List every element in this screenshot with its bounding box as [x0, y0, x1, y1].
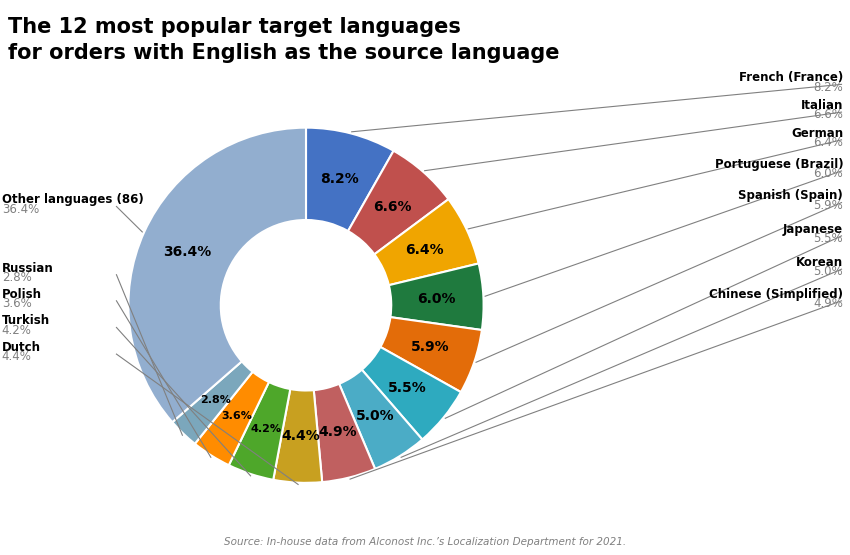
Text: Italian: Italian: [801, 99, 843, 112]
Wedge shape: [339, 370, 422, 469]
Text: 6.4%: 6.4%: [813, 136, 843, 149]
Wedge shape: [128, 128, 306, 422]
Text: 4.2%: 4.2%: [2, 324, 31, 337]
Text: 4.2%: 4.2%: [250, 425, 281, 435]
Wedge shape: [173, 361, 252, 444]
Text: The 12 most popular target languages
for orders with English as the source langu: The 12 most popular target languages for…: [8, 17, 560, 63]
Text: 5.9%: 5.9%: [411, 340, 449, 354]
Text: 8.2%: 8.2%: [320, 172, 359, 186]
Wedge shape: [273, 389, 322, 483]
Text: Portuguese (Brazil): Portuguese (Brazil): [715, 158, 843, 171]
Text: 5.9%: 5.9%: [813, 199, 843, 212]
Wedge shape: [306, 128, 394, 231]
Text: Other languages (86): Other languages (86): [2, 193, 144, 206]
Text: 5.5%: 5.5%: [388, 381, 427, 395]
Text: 4.4%: 4.4%: [2, 350, 31, 364]
Text: Japanese: Japanese: [783, 223, 843, 236]
Wedge shape: [195, 372, 269, 465]
Text: 6.4%: 6.4%: [405, 243, 444, 256]
Text: Spanish (Spain): Spanish (Spain): [739, 189, 843, 203]
Text: 6.6%: 6.6%: [813, 108, 843, 122]
Text: 5.0%: 5.0%: [813, 265, 843, 279]
Text: 4.9%: 4.9%: [813, 297, 843, 310]
Text: Chinese (Simplified): Chinese (Simplified): [709, 287, 843, 301]
Text: 36.4%: 36.4%: [2, 203, 39, 216]
Wedge shape: [348, 151, 449, 254]
Text: 4.9%: 4.9%: [319, 425, 357, 439]
Text: 6.0%: 6.0%: [417, 292, 456, 306]
Text: 2.8%: 2.8%: [201, 395, 231, 405]
Text: Russian: Russian: [2, 261, 54, 275]
Wedge shape: [380, 317, 482, 392]
Text: Dutch: Dutch: [2, 341, 41, 354]
Text: 5.5%: 5.5%: [813, 232, 843, 245]
Text: German: German: [791, 127, 843, 140]
Wedge shape: [229, 382, 290, 480]
Text: 36.4%: 36.4%: [162, 245, 211, 259]
Text: Turkish: Turkish: [2, 314, 50, 327]
Text: 3.6%: 3.6%: [221, 411, 252, 421]
Wedge shape: [374, 199, 479, 285]
Text: Source: In-house data from Alconost Inc.’s Localization Department for 2021.: Source: In-house data from Alconost Inc.…: [224, 537, 626, 547]
Text: Korean: Korean: [796, 256, 843, 269]
Text: 5.0%: 5.0%: [356, 409, 394, 423]
Wedge shape: [388, 264, 484, 330]
Wedge shape: [314, 384, 375, 482]
Text: French (France): French (France): [739, 71, 843, 84]
Wedge shape: [362, 347, 461, 440]
Text: ALCONOST: ALCONOST: [678, 34, 758, 52]
Text: 2.8%: 2.8%: [2, 271, 31, 284]
Text: 6.6%: 6.6%: [373, 200, 411, 214]
Text: 4.4%: 4.4%: [280, 428, 320, 443]
Text: 6.0%: 6.0%: [813, 167, 843, 180]
Text: 3.6%: 3.6%: [2, 297, 31, 310]
Text: 8.2%: 8.2%: [813, 80, 843, 94]
Text: Polish: Polish: [2, 287, 42, 301]
